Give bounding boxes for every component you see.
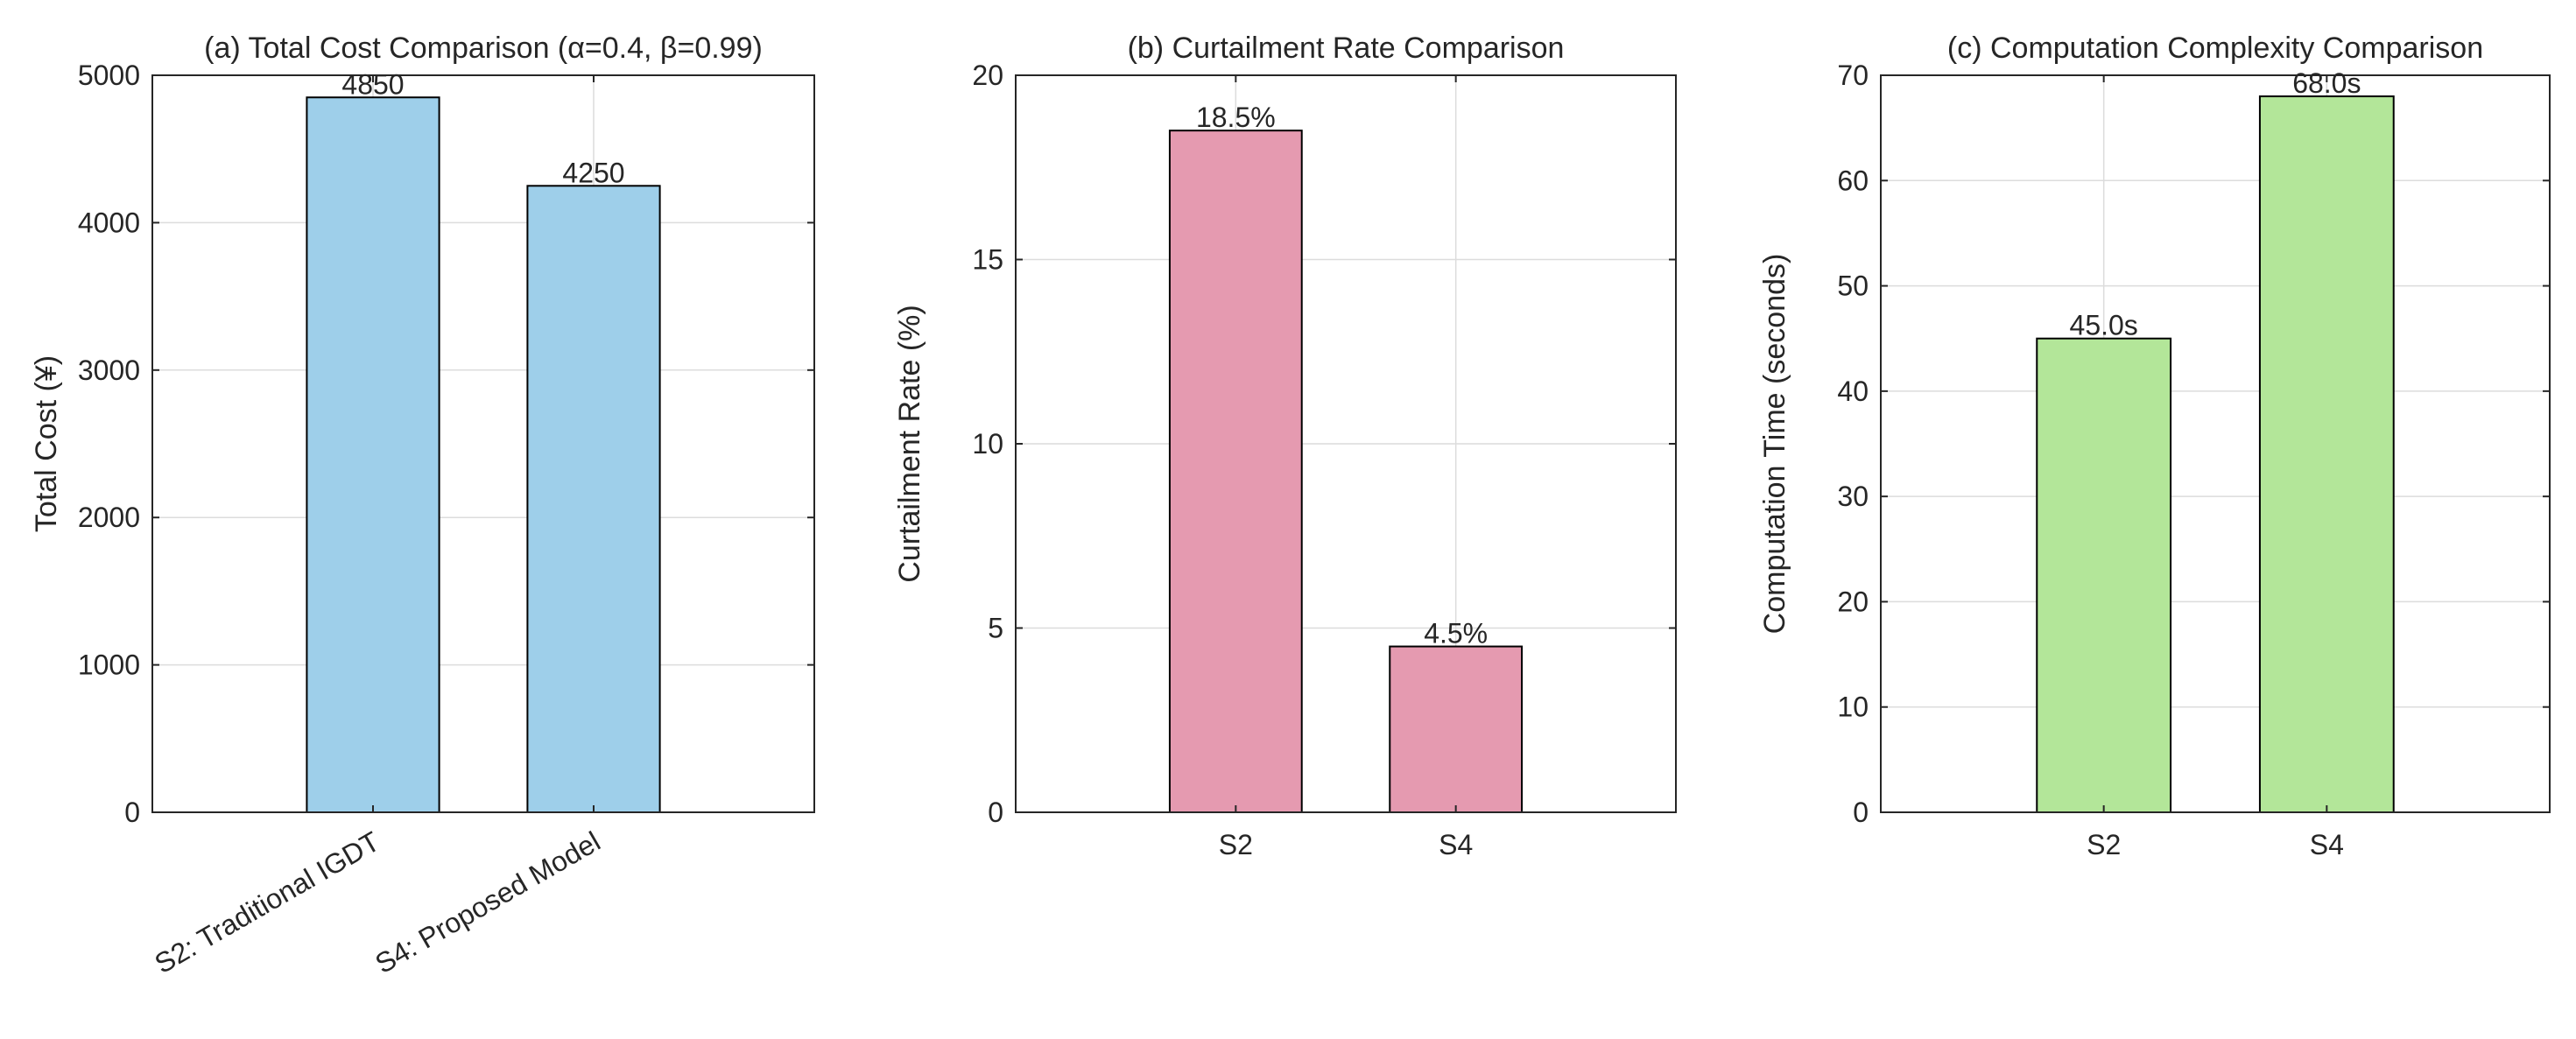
y-tick-label: 1000 (78, 649, 140, 681)
y-axis-label: Total Cost (¥) (30, 355, 63, 532)
bar-1 (306, 96, 440, 813)
chart-title: (c) Computation Complexity Comparison (1947, 32, 2483, 65)
x-tick-label: S4 (1439, 829, 1473, 860)
x-tick-label: S4: Proposed Model (370, 825, 605, 979)
data-label: 4850 (341, 68, 404, 100)
data-label: 4.5% (1424, 618, 1488, 649)
bar-2 (526, 185, 661, 814)
chart-panel-2: 0 5 10 15 20 S2 S4 18.5% 4.5% (b) Curtailment Rat… (893, 32, 1677, 860)
y-tick-label: 30 (1837, 481, 1869, 512)
y-tick-label: 0 (1853, 797, 1869, 828)
chart-title: (a) Total Cost Comparison (α=0.4, β=0.99… (204, 32, 763, 65)
y-tick-label: 20 (1837, 586, 1869, 617)
data-label: 45.0s (2070, 310, 2138, 341)
bar-2 (2258, 95, 2395, 814)
y-tick-label: 0 (988, 797, 1003, 828)
y-tick-label: 5 (988, 613, 1003, 644)
data-label: 4250 (562, 157, 624, 188)
x-tick-label: S4 (2310, 829, 2344, 860)
x-tick-label: S2 (2087, 829, 2121, 860)
axes-box (1880, 74, 2551, 813)
y-tick-label: 15 (972, 244, 1003, 276)
chart-title: (b) Curtailment Rate Comparison (1128, 32, 1565, 65)
y-tick-label: 2000 (78, 502, 140, 533)
chart-panel-3: 0 10 20 30 40 50 60 70 S2 S4 45.0s 68.0s(c) Computa… (1758, 32, 2551, 860)
y-tick-label: 10 (1837, 691, 1869, 723)
bar-1 (1168, 130, 1303, 813)
x-tick-label: S2 (1219, 829, 1253, 860)
axes-box (151, 74, 815, 813)
chart-panel-1: 0 1000 2000 3000 4000 5000 S2: Traditional IGD… (30, 32, 815, 979)
x-tick-label: S2: Traditional IGDT (149, 825, 384, 979)
y-tick-label: 20 (972, 60, 1003, 91)
y-tick-label: 4000 (78, 207, 140, 238)
y-tick-label: 70 (1837, 60, 1869, 91)
y-axis-label: Curtailment Rate (%) (893, 305, 926, 582)
y-tick-label: 10 (972, 428, 1003, 460)
y-tick-label: 3000 (78, 355, 140, 386)
y-tick-label: 5000 (78, 60, 140, 91)
bar-1 (2036, 337, 2172, 813)
y-axis-label: Computation Time (seconds) (1758, 254, 1791, 635)
data-label: 68.0s (2292, 67, 2361, 99)
data-label: 18.5% (1196, 102, 1276, 133)
bar-2 (1389, 645, 1524, 813)
y-tick-label: 50 (1837, 270, 1869, 302)
y-tick-label: 60 (1837, 165, 1869, 196)
y-tick-label: 0 (124, 797, 140, 828)
y-tick-label: 40 (1837, 376, 1869, 407)
